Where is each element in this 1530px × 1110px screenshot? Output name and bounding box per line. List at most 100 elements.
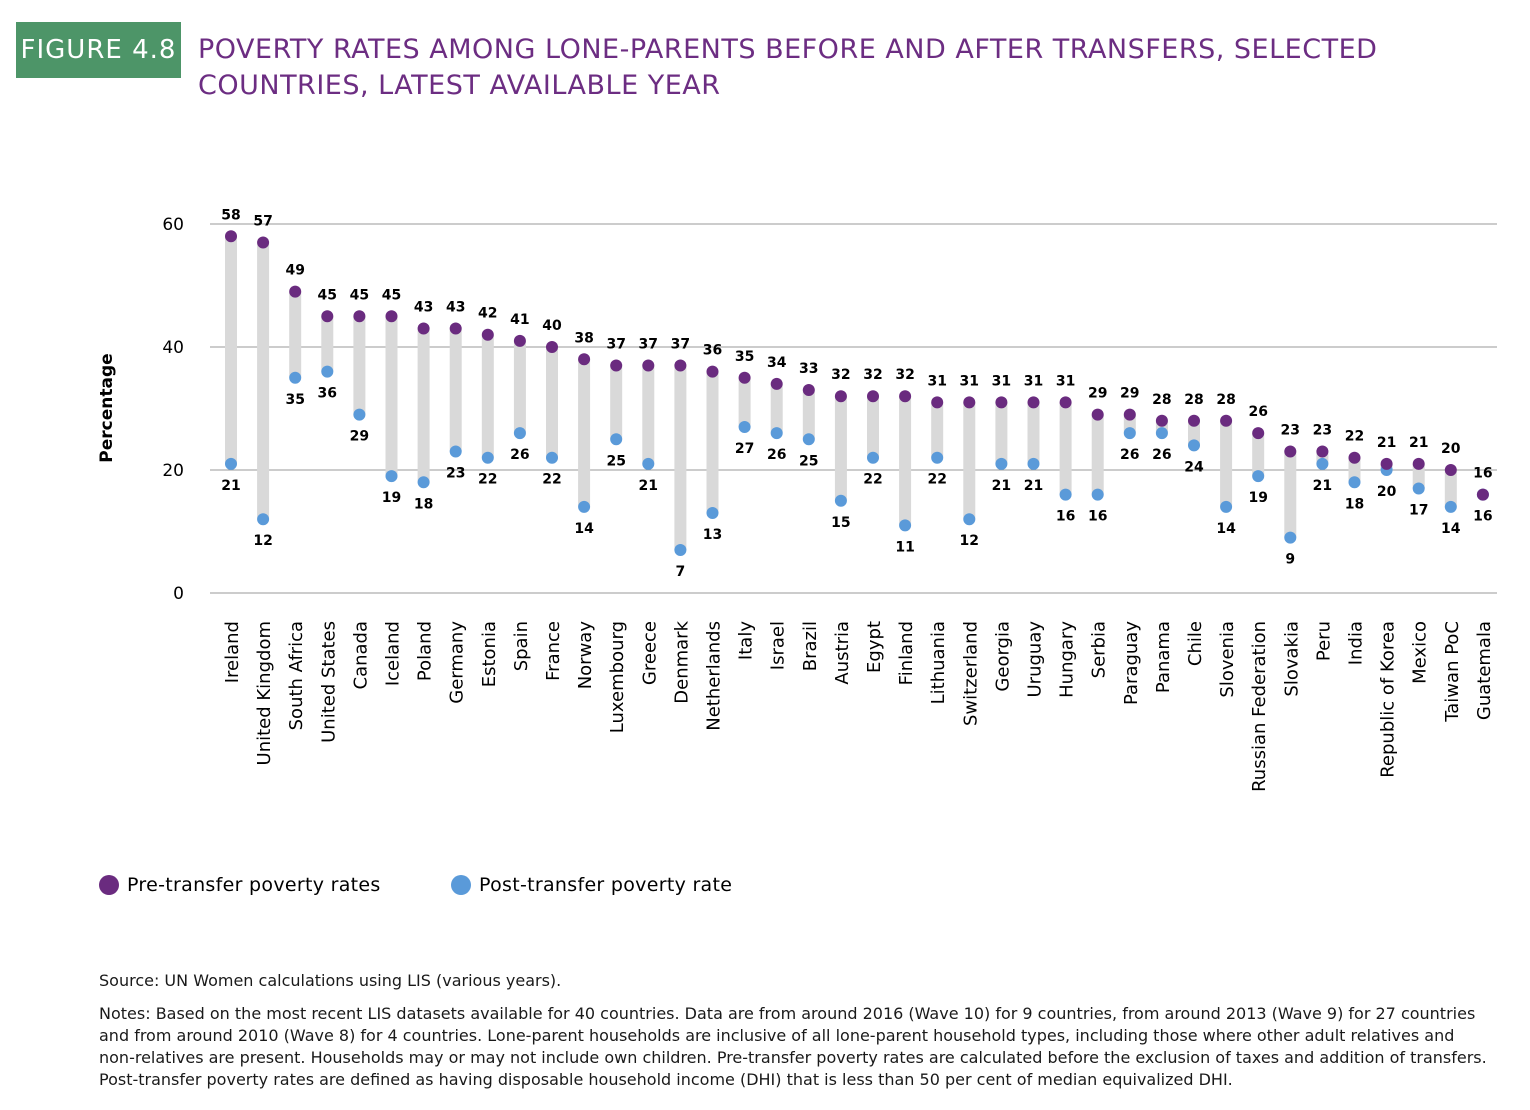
pre-value-label: 37 [606, 336, 625, 352]
legend-post-label: Post-transfer poverty rate [479, 874, 733, 896]
pre-transfer-point [257, 236, 270, 249]
pre-value-label: 58 [221, 207, 240, 223]
pre-transfer-point [546, 341, 558, 353]
post-transfer-point [1091, 488, 1104, 501]
post-value-label: 26 [1152, 447, 1171, 463]
range-bar [546, 347, 558, 458]
pre-transfer-point [1284, 445, 1297, 458]
post-value-label: 9 [1285, 552, 1295, 568]
range-bar [385, 316, 398, 477]
pre-value-label: 26 [1248, 404, 1267, 420]
post-value-label: 25 [606, 453, 625, 469]
pre-transfer-point [513, 334, 526, 347]
category-label: Luxembourg [607, 621, 628, 733]
category-label: Mexico [1410, 621, 1431, 684]
post-value-label: 11 [895, 539, 914, 555]
pre-value-label: 31 [992, 373, 1011, 389]
post-value-label: 16 [1473, 509, 1492, 525]
pre-transfer-point [931, 396, 944, 409]
category-label: Switzerland [960, 621, 981, 726]
post-transfer-point [1348, 476, 1361, 489]
post-transfer-point [225, 457, 237, 470]
post-transfer-point [995, 457, 1008, 470]
post-transfer-point [1059, 488, 1072, 501]
category-label: Taiwan PoC [1442, 621, 1463, 723]
post-value-label: 36 [318, 386, 337, 402]
pre-transfer-point [1123, 408, 1136, 421]
pre-value-label: 16 [1473, 466, 1492, 482]
category-label: Spain [511, 621, 532, 671]
pre-transfer-point [834, 390, 847, 403]
legend-post-dot [451, 875, 471, 895]
category-label: India [1346, 621, 1367, 665]
category-label: Republic of Korea [1378, 621, 1399, 778]
pre-transfer-point [225, 230, 237, 243]
pre-value-label: 49 [285, 263, 304, 279]
post-transfer-point [289, 371, 302, 384]
post-value-label: 21 [1024, 478, 1043, 494]
pre-value-label: 31 [1056, 373, 1075, 389]
post-value-label: 22 [927, 472, 946, 488]
range-bar [1027, 402, 1040, 464]
pre-transfer-point [578, 353, 591, 366]
category-label: Israel [768, 621, 789, 670]
category-label: Russian Federation [1249, 621, 1270, 792]
post-transfer-point [642, 457, 655, 470]
pre-value-label: 33 [799, 361, 818, 377]
pre-value-label: 22 [1345, 429, 1364, 445]
post-transfer-point [417, 476, 430, 489]
pre-value-label: 43 [414, 300, 433, 316]
pre-value-label: 37 [639, 336, 658, 352]
category-label: Paraguay [1121, 621, 1142, 705]
post-transfer-point [257, 513, 270, 526]
post-value-label: 21 [639, 478, 658, 494]
post-transfer-point [1316, 457, 1329, 470]
range-bar [513, 340, 526, 434]
dumbbell-chart: 0 20 40 60 58 21 57 12 49 35 45 36 45 29 45 19 43 18 43 23… [97, 207, 1497, 792]
pre-transfer-point [1155, 414, 1168, 427]
post-value-label: 15 [831, 515, 850, 531]
pre-transfer-point [1444, 464, 1457, 476]
post-value-label: 14 [1441, 521, 1461, 537]
category-labels: Ireland United Kingdom South Africa United … [222, 620, 1495, 791]
post-value-label: 22 [542, 472, 561, 488]
pre-transfer-point [449, 322, 462, 335]
range-bar [481, 334, 494, 458]
pre-transfer-point [417, 322, 430, 335]
range-bar [899, 396, 912, 526]
post-value-label: 21 [992, 478, 1011, 494]
post-transfer-point [899, 519, 912, 532]
post-transfer-point [481, 451, 494, 464]
range-bar [1444, 470, 1457, 507]
pre-value-label: 40 [542, 318, 562, 334]
pre-transfer-point [1412, 457, 1425, 470]
category-label: Hungary [1057, 621, 1078, 698]
post-value-label: 29 [350, 429, 369, 445]
category-label: Italy [736, 621, 757, 660]
post-value-label: 12 [253, 533, 272, 549]
category-label: Canada [350, 621, 371, 690]
y-tick-label: 0 [173, 584, 184, 604]
post-value-label: 14 [574, 521, 594, 537]
legend-pre-label: Pre-transfer poverty rates [127, 874, 381, 896]
pre-value-label: 31 [927, 373, 946, 389]
post-value-label: 13 [703, 527, 722, 543]
range-bar [578, 359, 591, 507]
range-bar [931, 402, 944, 458]
source-note: Source: UN Women calculations using LIS … [99, 971, 562, 990]
post-value-label: 22 [863, 472, 882, 488]
range-bar [867, 396, 879, 458]
post-transfer-point [1123, 427, 1136, 440]
range-bar [417, 328, 430, 483]
range-bar [802, 390, 815, 440]
post-transfer-point [1412, 482, 1425, 495]
category-label: Egypt [864, 621, 885, 673]
post-transfer-point [1284, 531, 1297, 544]
pre-transfer-point [867, 390, 879, 403]
pre-transfer-point [610, 359, 623, 372]
range-bar [353, 316, 366, 415]
pre-transfer-point [321, 310, 334, 323]
category-label: Peru [1313, 621, 1334, 661]
post-transfer-point [513, 427, 526, 440]
y-tick-label: 20 [162, 461, 184, 481]
